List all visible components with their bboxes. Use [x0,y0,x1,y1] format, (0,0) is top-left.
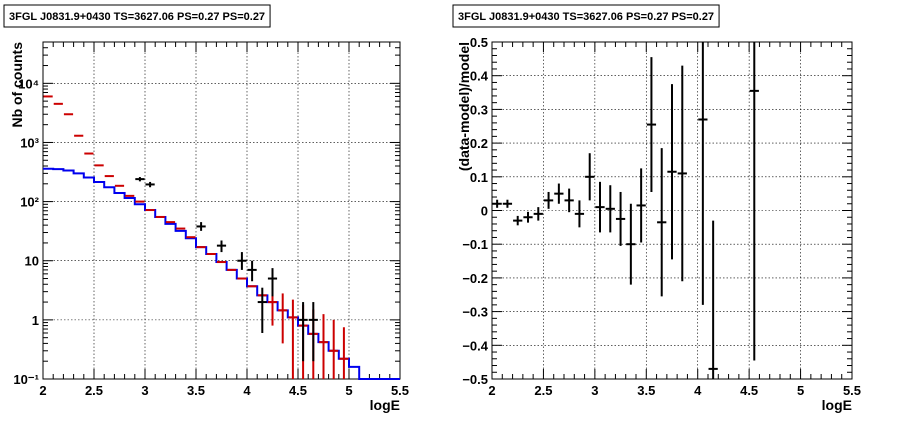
x-tick-label: 5.5 [843,383,861,398]
data-point [564,188,574,213]
x-tick-label: 3 [591,383,598,398]
y-tick-label: 0 [481,204,488,219]
data-point [247,260,257,282]
x-tick-label: 4.5 [740,383,758,398]
data-point [574,200,585,228]
data-point [308,302,318,362]
data-point [636,168,646,243]
x-tick-label: 4 [694,383,702,398]
data-point [318,314,329,379]
data-point [492,199,502,208]
chart-title-box [452,4,720,28]
data-point [145,181,155,188]
data-point [615,191,626,246]
chart-title: 3FGL J0831.9+0430 TS=3627.06 PS=0.27 PS=… [458,11,714,23]
y-tick-label: 0.3 [470,102,488,117]
plot-frame [42,41,401,380]
y-tick-label: 0.4 [470,69,489,84]
data-point [257,287,267,333]
y-tick-label: 10² [20,195,39,210]
data-point [646,57,657,192]
data-point [298,302,308,362]
x-tick-label: 2.5 [534,383,552,398]
x-tick-label: 5 [797,383,804,398]
x-tick-label: 4.5 [289,383,307,398]
x-tick-label: 3 [141,383,148,398]
x-tick-label: 2 [39,383,46,398]
x-tick-label: 4 [243,383,251,398]
model-histogram [43,167,400,380]
data-point [339,327,349,379]
data-point [513,215,523,226]
x-tick-label: 2.5 [85,383,103,398]
data-point [708,220,718,379]
counts-plot: 2 2.5 3 3.5 4 4.5 5 5.5 10⁻¹ 1 10 10² 10³ 10⁴ logE Nb o… [3,4,409,413]
residuals-panel: 2 2.5 3 3.5 4 4.5 5 5.5 −0.5 −0.4 −0.3 −0.2 −0.1 0 0.1… [449,0,898,421]
y-tick-label: 0.5 [470,35,488,50]
x-tick-label: 3.5 [637,383,655,398]
data-point [502,199,513,208]
data-point [749,42,759,361]
y-tick-label: −0.1 [462,237,488,252]
x-tick-label: 2 [488,383,495,398]
data-point [533,207,543,221]
data-point [554,183,564,204]
y-tick-label: −0.5 [462,372,488,387]
y-tick-label: −0.3 [462,305,488,320]
data-point [278,293,288,344]
data-point [267,268,278,297]
y-tick-label: 10 [25,254,39,269]
x-axis-title: logE [370,397,400,413]
x-tick-label: 3.5 [187,383,205,398]
chart-title: 3FGL J0831.9+0430 TS=3627.06 PS=0.27 PS=… [9,11,265,23]
data-point [543,191,554,209]
y-tick-label: 10³ [20,135,39,150]
data-point [605,185,615,233]
data-point [135,177,145,182]
y-tick-label: −0.4 [462,338,488,353]
data-point [698,42,708,305]
data-point [288,299,298,379]
y-axis-title: Nb of counts [9,42,25,128]
x-tick-label: 5 [345,383,352,398]
data-point [523,211,533,223]
data-point [329,319,339,379]
y-axis-title: (data-model)/model [456,42,472,171]
counts-panel: 2 2.5 3 3.5 4 4.5 5 5.5 10⁻¹ 1 10 10² 10³ 10⁴ logE Nb o… [3,4,409,413]
data-point [196,222,206,231]
y-tick-label: 0.1 [470,170,488,185]
residuals-plot: 2 2.5 3 3.5 4 4.5 5 5.5 −0.5 −0.4 −0.3 −0.2 −0.1 0 0.1… [452,4,861,413]
chart-title-box [3,4,271,28]
data-point [657,148,667,297]
data-point [216,240,227,253]
data-point [667,84,677,260]
y-tick-label: 10⁴ [18,76,39,91]
y-tick-label: 1 [32,313,39,328]
data-point [626,203,636,285]
data-point [585,153,595,201]
x-tick-label: 5.5 [391,383,409,398]
y-tick-label: −0.2 [462,271,488,286]
data-point [677,65,687,282]
data-point [237,252,247,270]
x-axis-title: logE [822,397,852,413]
y-tick-label: 0.2 [470,136,488,151]
y-tick-label: 10⁻¹ [13,372,39,387]
data-point [595,181,605,233]
